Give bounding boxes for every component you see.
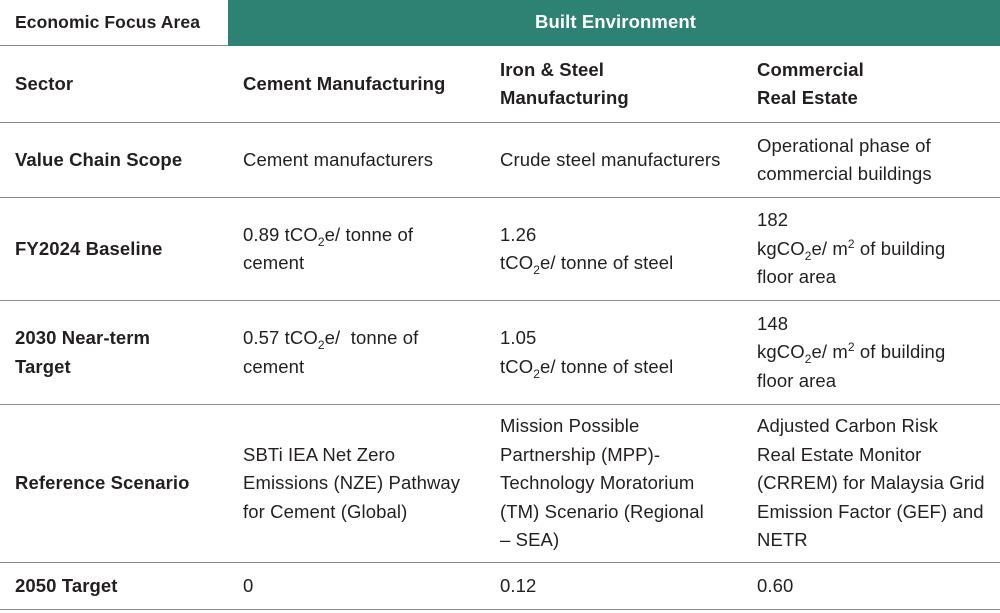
baseline-cement-line2: cement bbox=[243, 252, 305, 273]
value-chain-steel: Crude steel manufacturers bbox=[485, 122, 742, 198]
reference-cement-line: SBTi IEA Net Zero bbox=[243, 443, 396, 465]
reference-steel-line: Partnership (MPP)- bbox=[500, 443, 661, 465]
baseline-cre-sup: 2 bbox=[847, 236, 855, 251]
sector-row: Sector Cement Manufacturing Iron & Steel… bbox=[0, 45, 1000, 123]
target-2050-row: 2050 Target 0 0.12 0.60 bbox=[0, 562, 1000, 610]
reference-cement: SBTi IEA Net Zero Emissions (NZE) Pathwa… bbox=[228, 404, 485, 563]
sector-cre-line1: Commercial bbox=[757, 58, 864, 80]
reference-steel-line: – SEA) bbox=[500, 529, 560, 551]
baseline-steel: 1.26 tCO2e/ tonne of steel bbox=[485, 197, 742, 301]
baseline-cre-value: 182 bbox=[757, 209, 789, 231]
sector-commercial-real-estate: Commercial Real Estate bbox=[742, 45, 1000, 123]
baseline-row: FY2024 Baseline 0.89 tCO2e/ tonne of ceme… bbox=[0, 197, 1000, 301]
near-term-cre: 148 kgCO2e/ m2 of building floor area bbox=[742, 300, 1000, 405]
near-term-row: 2030 Near-term Target 0.57 tCO2e/ tonne o… bbox=[0, 300, 1000, 405]
near-term-steel-unit: tCO bbox=[500, 355, 534, 377]
near-term-label-line1: 2030 Near-term bbox=[15, 327, 151, 348]
near-term-steel: 1.05 tCO2e/ tonne of steel bbox=[485, 300, 742, 405]
near-term-cement-value: 0.57 tCO bbox=[243, 327, 318, 348]
target-2050-cre: 0.60 bbox=[742, 562, 1000, 610]
reference-row: Reference Scenario SBTi IEA Net Zero Emi… bbox=[0, 404, 1000, 563]
near-term-steel-sub: 2 bbox=[533, 366, 540, 381]
baseline-cre-unit: kgCO bbox=[757, 237, 805, 259]
baseline-steel-after: e/ tonne of steel bbox=[539, 252, 674, 273]
sector-steel-line2: Manufacturing bbox=[500, 87, 629, 108]
near-term-steel-value: 1.05 bbox=[500, 327, 537, 348]
baseline-cre-sub: 2 bbox=[804, 248, 812, 263]
value-chain-label: Value Chain Scope bbox=[0, 122, 228, 198]
baseline-cement-value: 0.89 tCO bbox=[243, 223, 318, 245]
baseline-steel-unit: tCO bbox=[500, 252, 534, 273]
baseline-steel-value: 1.26 bbox=[500, 223, 537, 245]
header-row: Economic Focus Area Built Environment bbox=[0, 0, 1000, 46]
baseline-label: FY2024 Baseline bbox=[0, 197, 228, 301]
sector-steel-line1: Iron & Steel bbox=[500, 58, 604, 80]
baseline-cement-sub: 2 bbox=[317, 234, 325, 249]
reference-steel-line: Technology Moratorium bbox=[500, 472, 695, 494]
near-term-cre-sup: 2 bbox=[847, 340, 855, 355]
sector-steel: Iron & Steel Manufacturing bbox=[485, 45, 742, 123]
reference-cement-line: for Cement (Global) bbox=[243, 500, 408, 522]
near-term-cre-value: 148 bbox=[757, 312, 789, 334]
near-term-cement-line2: cement bbox=[243, 355, 305, 377]
reference-steel-line: (TM) Scenario (Regional bbox=[500, 500, 704, 522]
built-environment-header: Built Environment bbox=[228, 0, 1000, 46]
reference-cement-line: Emissions (NZE) Pathway bbox=[243, 472, 461, 494]
economic-focus-area-label: Economic Focus Area bbox=[0, 0, 228, 46]
reference-cre-line: NETR bbox=[757, 529, 808, 551]
near-term-cement-sub: 2 bbox=[317, 338, 325, 352]
target-2050-steel: 0.12 bbox=[485, 562, 742, 610]
value-chain-cre-line1: Operational phase of bbox=[757, 134, 931, 156]
baseline-cement-after: e/ tonne of bbox=[324, 223, 414, 245]
near-term-label: 2030 Near-term Target bbox=[0, 300, 228, 405]
near-term-cre-unit: kgCO bbox=[757, 341, 805, 363]
reference-cre: Adjusted Carbon Risk Real Estate Monitor… bbox=[742, 404, 1000, 563]
reference-cre-line: Emission Factor (GEF) and bbox=[757, 500, 984, 522]
value-chain-cement: Cement manufacturers bbox=[228, 122, 485, 198]
value-chain-cre: Operational phase of commercial building… bbox=[742, 122, 1000, 198]
baseline-cement: 0.89 tCO2e/ tonne of cement bbox=[228, 197, 485, 301]
reference-cre-line: Adjusted Carbon Risk bbox=[757, 415, 938, 437]
near-term-cre-sub: 2 bbox=[804, 352, 812, 367]
near-term-label-line2: Target bbox=[15, 355, 71, 377]
sector-cre-line2: Real Estate bbox=[757, 87, 858, 108]
reference-steel: Mission Possible Partnership (MPP)- Tech… bbox=[485, 404, 742, 563]
baseline-cre-after: of building bbox=[854, 237, 946, 259]
sector-cement: Cement Manufacturing bbox=[228, 45, 485, 123]
reference-steel-line: Mission Possible bbox=[500, 415, 640, 437]
baseline-cre-line3: floor area bbox=[757, 266, 837, 288]
reference-label: Reference Scenario bbox=[0, 404, 228, 563]
near-term-cement: 0.57 tCO2e/ tonne of cement bbox=[228, 300, 485, 405]
value-chain-cre-line2: commercial buildings bbox=[757, 163, 932, 184]
near-term-cre-after: of building bbox=[854, 341, 946, 363]
target-2050-label: 2050 Target bbox=[0, 562, 228, 610]
target-2050-cement: 0 bbox=[228, 562, 485, 610]
sector-label: Sector bbox=[0, 45, 228, 123]
near-term-cre-mid: e/ m bbox=[811, 341, 848, 363]
baseline-cre-mid: e/ m bbox=[811, 237, 848, 259]
value-chain-row: Value Chain Scope Cement manufacturers C… bbox=[0, 122, 1000, 198]
reference-cre-line: Real Estate Monitor bbox=[757, 443, 922, 465]
near-term-cement-after: e/ tonne of bbox=[324, 327, 419, 348]
near-term-cre-line3: floor area bbox=[757, 369, 837, 391]
baseline-steel-sub: 2 bbox=[533, 263, 540, 277]
baseline-cre: 182 kgCO2e/ m2 of building floor area bbox=[742, 197, 1000, 301]
near-term-steel-after: e/ tonne of steel bbox=[539, 355, 674, 377]
reference-cre-line: (CRREM) for Malaysia Grid bbox=[757, 472, 985, 494]
